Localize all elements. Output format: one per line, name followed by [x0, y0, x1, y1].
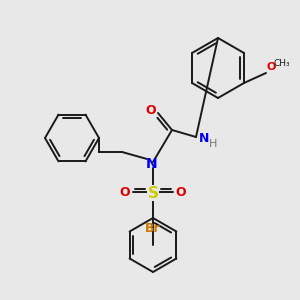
Text: O: O [120, 185, 130, 199]
Text: O: O [176, 185, 186, 199]
Text: H: H [209, 139, 218, 149]
Text: N: N [146, 157, 158, 171]
Text: N: N [199, 131, 209, 145]
Text: O: O [267, 62, 276, 72]
Text: Br: Br [145, 221, 161, 235]
Text: S: S [148, 185, 158, 200]
Text: CH₃: CH₃ [274, 59, 291, 68]
Text: O: O [146, 104, 156, 118]
